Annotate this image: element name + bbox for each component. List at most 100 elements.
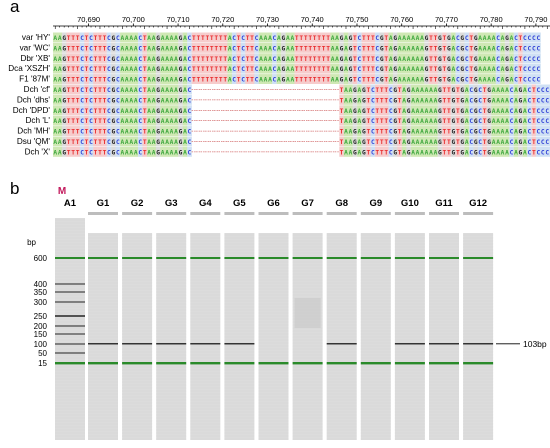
base-shade xyxy=(518,53,523,64)
base-letter: G xyxy=(362,87,366,94)
base-letter: C xyxy=(188,129,192,136)
base-shade xyxy=(102,126,107,136)
base-shade xyxy=(129,32,134,43)
base-letter: A xyxy=(152,35,156,42)
base-letter: A xyxy=(416,97,420,104)
base-shade xyxy=(397,53,403,64)
base-shade xyxy=(178,115,183,126)
base-shade xyxy=(473,63,479,74)
base-shade xyxy=(370,84,376,95)
base-shade xyxy=(464,136,470,147)
lane-background xyxy=(88,233,118,440)
base-letter: A xyxy=(523,129,527,136)
base-letter: A xyxy=(514,139,518,146)
base-letter: A xyxy=(451,56,455,63)
base-shade xyxy=(124,126,130,136)
base-letter: T xyxy=(434,45,438,52)
base-shade xyxy=(482,136,488,147)
base-shade xyxy=(169,32,174,43)
base-shade xyxy=(375,53,380,64)
base-shade xyxy=(222,32,228,43)
base-shade xyxy=(79,42,85,53)
base-shade xyxy=(473,115,479,126)
base-letter: A xyxy=(416,45,420,52)
lane-background xyxy=(224,233,255,440)
base-shade xyxy=(84,146,89,157)
base-letter: C xyxy=(107,35,111,42)
base-letter: G xyxy=(62,77,66,84)
base-letter: C xyxy=(536,45,540,52)
base-letter: T xyxy=(67,118,71,125)
base-shade xyxy=(307,53,313,64)
base-letter: A xyxy=(505,129,509,136)
base-shade xyxy=(437,84,443,95)
ladder-band xyxy=(55,283,85,285)
lane-well xyxy=(258,212,289,215)
base-shade xyxy=(531,136,537,147)
base-shade xyxy=(495,115,501,126)
base-shade xyxy=(97,42,103,53)
lower-marker-band xyxy=(156,362,187,365)
base-shade xyxy=(146,84,152,95)
base-shade xyxy=(191,53,197,64)
base-shade xyxy=(53,84,58,95)
base-letter: C xyxy=(232,56,236,63)
base-letter: T xyxy=(94,77,98,84)
base-shade xyxy=(106,32,112,43)
base-shade xyxy=(379,63,385,74)
base-shade xyxy=(205,63,210,74)
base-shade xyxy=(178,53,183,64)
gel-lane xyxy=(122,233,153,440)
base-shade xyxy=(437,32,443,43)
base-letter: T xyxy=(483,118,487,125)
base-letter: C xyxy=(358,45,362,52)
base-shade xyxy=(495,42,501,53)
base-letter: G xyxy=(349,77,353,84)
base-shade xyxy=(155,84,161,95)
base-shade xyxy=(53,53,58,64)
base-letter: T xyxy=(308,35,312,42)
base-letter: T xyxy=(366,35,370,42)
base-letter: C xyxy=(80,108,84,115)
base-letter: A xyxy=(349,108,353,115)
base-shade xyxy=(182,136,188,147)
base-shade xyxy=(84,53,89,64)
base-shade xyxy=(415,126,420,136)
base-letter: G xyxy=(179,118,183,125)
base-letter: C xyxy=(536,87,540,94)
base-letter: A xyxy=(331,56,335,63)
base-letter: A xyxy=(465,108,469,115)
base-letter: G xyxy=(353,129,357,136)
base-shade xyxy=(312,63,318,74)
base-letter: A xyxy=(416,77,420,84)
base-shade xyxy=(200,32,206,43)
upper-marker-band xyxy=(55,257,85,259)
base-letter: C xyxy=(389,87,393,94)
base-shade xyxy=(460,115,465,126)
base-letter: A xyxy=(349,149,353,156)
product-band xyxy=(224,343,255,345)
base-shade xyxy=(460,32,465,43)
base-letter: C xyxy=(188,97,192,104)
base-letter: A xyxy=(514,118,518,125)
base-letter: C xyxy=(232,77,236,84)
base-shade xyxy=(419,146,425,157)
ruler-label: 70,750 xyxy=(346,15,369,24)
base-shade xyxy=(209,53,215,64)
base-letter: C xyxy=(536,97,540,104)
base-letter: A xyxy=(152,139,156,146)
base-letter: A xyxy=(465,118,469,125)
base-shade xyxy=(106,115,112,126)
base-shade xyxy=(160,115,166,126)
base-letter: G xyxy=(393,118,397,125)
base-shade xyxy=(464,63,470,74)
sequence-label: Dch 'cf' xyxy=(24,85,51,94)
base-letter: C xyxy=(523,45,527,52)
base-letter: G xyxy=(112,97,116,104)
base-shade xyxy=(339,42,344,53)
base-shade xyxy=(352,146,358,157)
base-shade xyxy=(205,53,210,64)
base-letter: A xyxy=(58,139,62,146)
base-shade xyxy=(173,94,179,105)
